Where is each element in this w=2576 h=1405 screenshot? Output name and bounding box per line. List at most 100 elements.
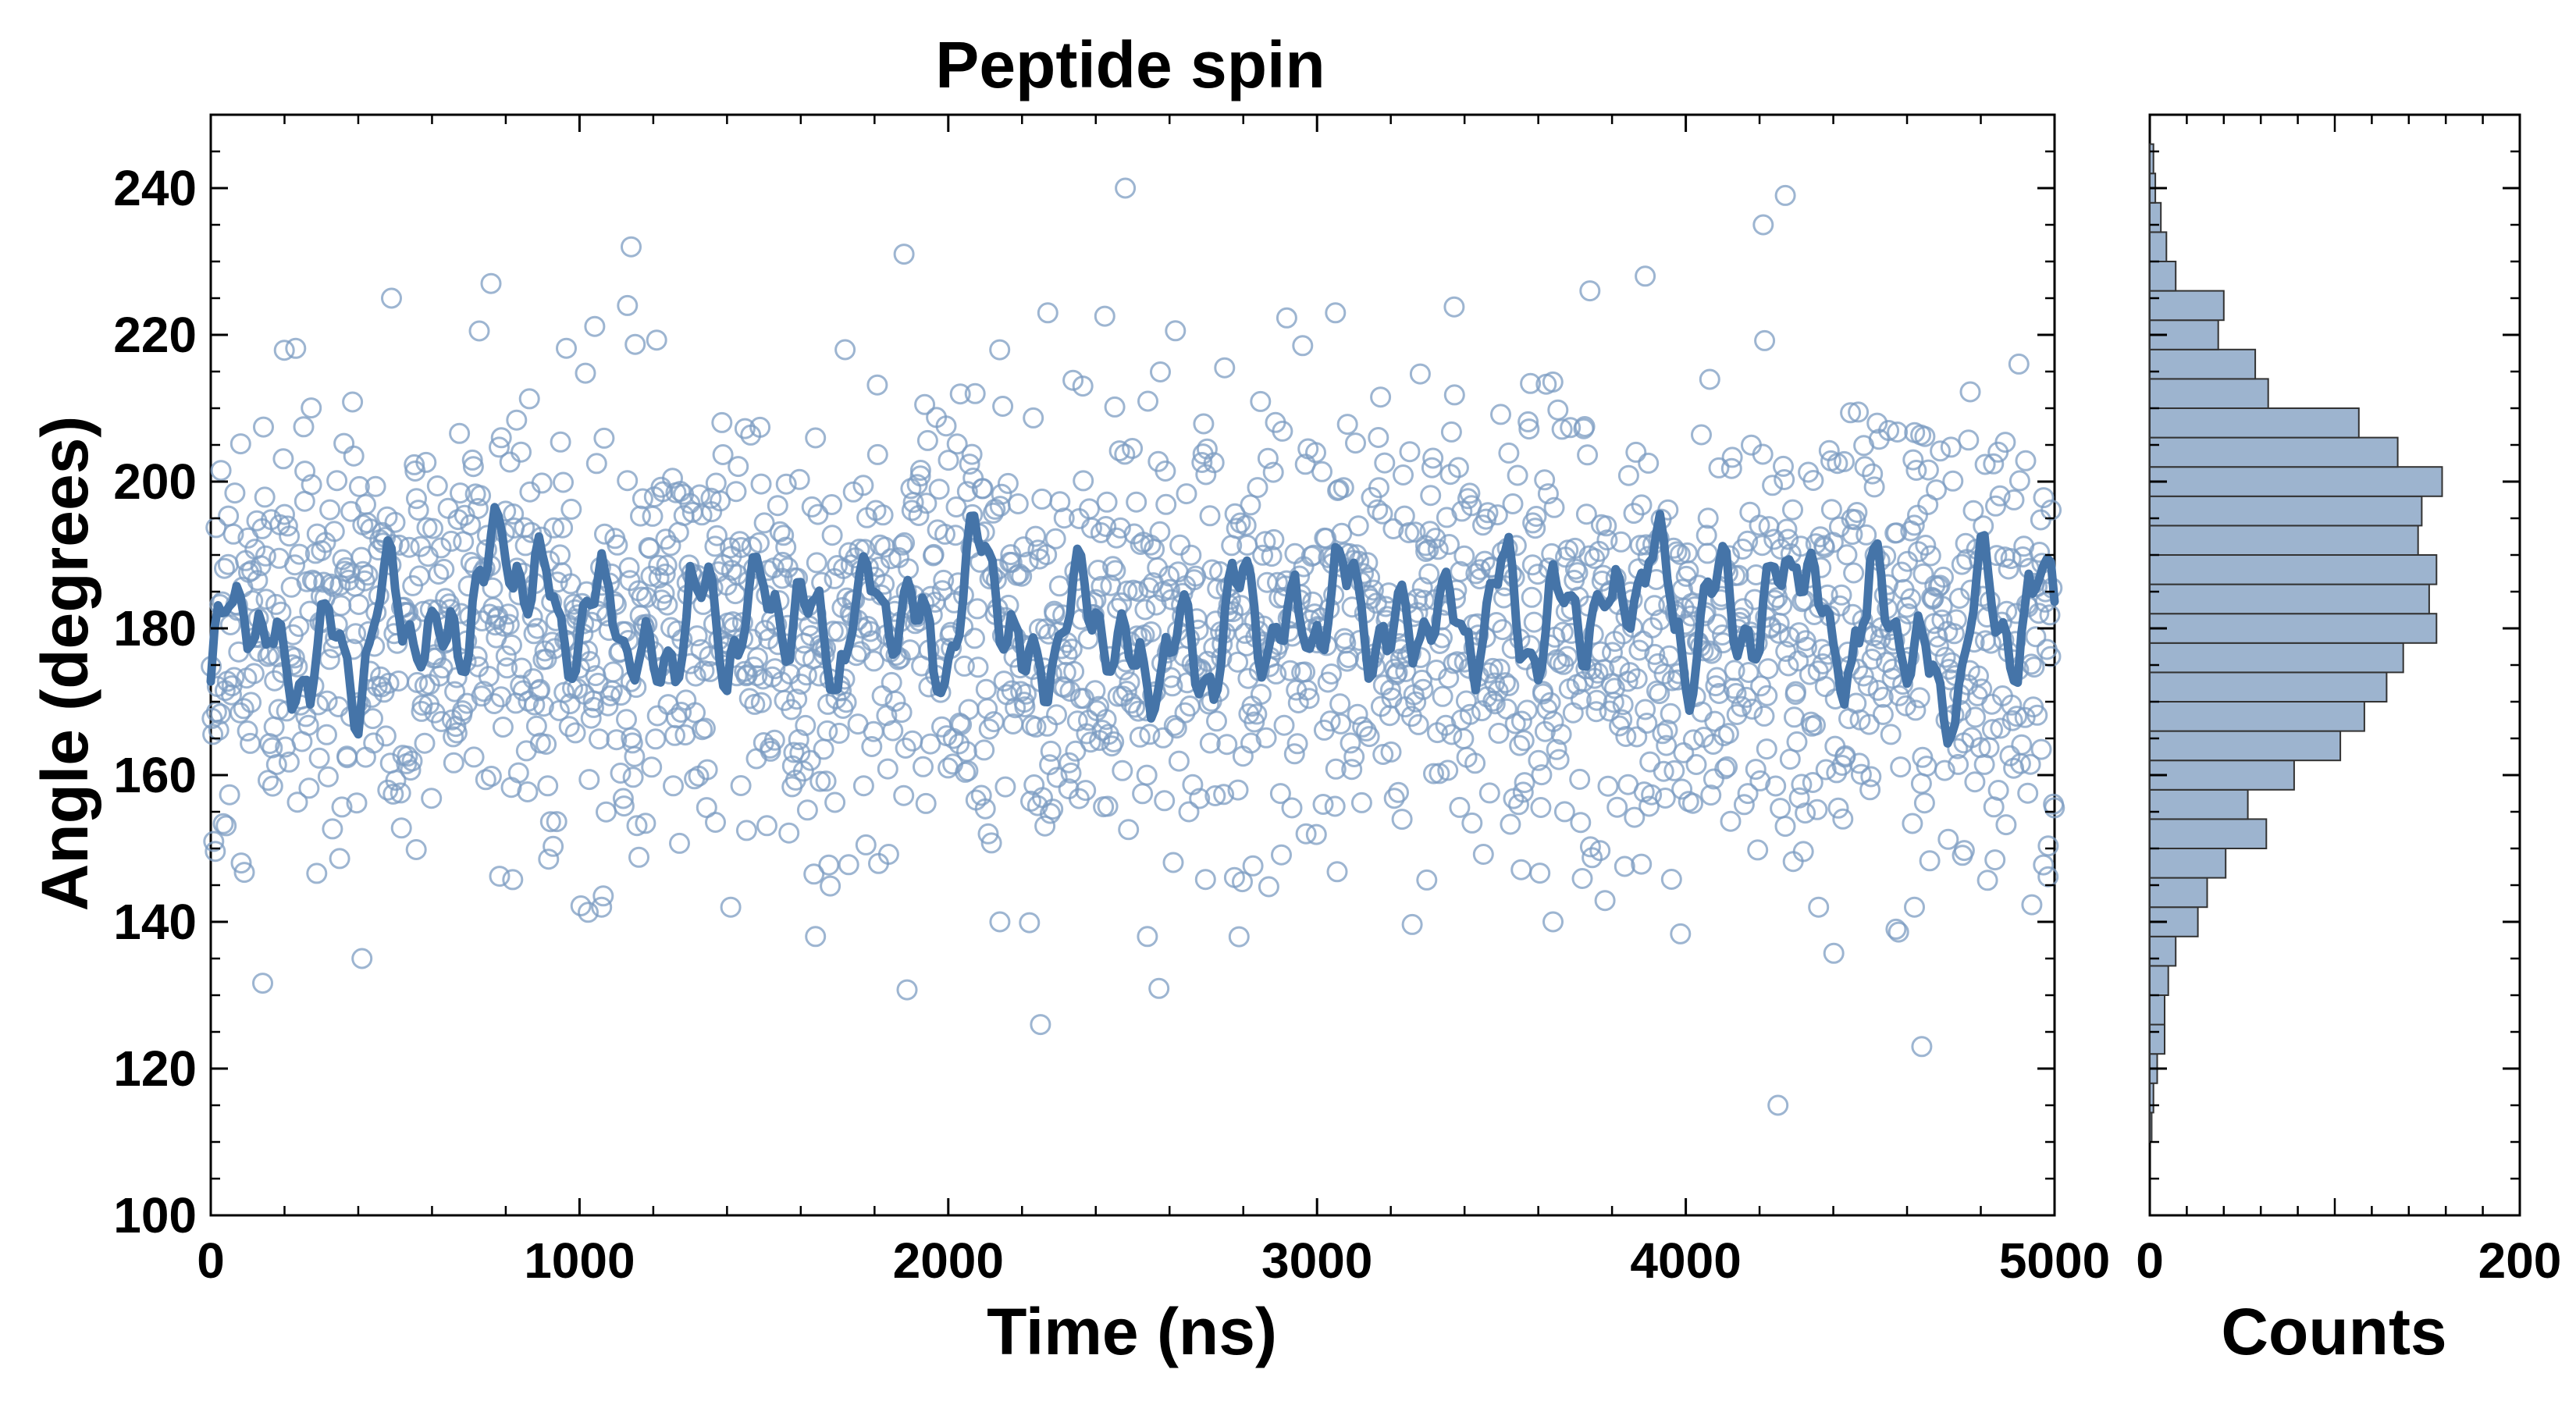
scatter-point — [1695, 525, 1717, 546]
scatter-point — [1574, 416, 1596, 437]
scatter-point — [342, 391, 364, 413]
scatter-point — [973, 739, 995, 761]
scatter-point — [1419, 521, 1441, 542]
scatter-point — [537, 775, 559, 797]
scatter-point — [490, 427, 512, 449]
scatter-point — [626, 815, 648, 837]
y-tick-label: 220 — [113, 307, 197, 363]
scatter-point — [1084, 680, 1106, 702]
scatter-point — [1725, 683, 1747, 704]
scatter-point — [1720, 457, 1742, 479]
scatter-point — [1213, 784, 1235, 806]
scatter-point — [1596, 515, 1617, 537]
scatter-point — [1615, 726, 1637, 747]
scatter-point — [630, 505, 651, 527]
scatter-point — [1802, 772, 1823, 793]
scatter-point — [1768, 622, 1790, 644]
scatter-outlier-point — [805, 926, 827, 948]
scatter-point — [2021, 894, 2043, 916]
scatter-point — [1326, 861, 1348, 883]
scatter-outlier-point — [1115, 177, 1137, 199]
scatter-point — [928, 478, 950, 500]
scatter-point — [1927, 576, 1949, 598]
scatter-point — [1749, 514, 1770, 536]
scatter-point — [219, 614, 241, 635]
scatter-point — [2015, 450, 2037, 471]
scatter-point — [696, 759, 718, 781]
scatter-point — [618, 557, 640, 578]
scatter-point — [1641, 784, 1663, 806]
scatter-point — [967, 656, 989, 678]
scatter-point — [475, 769, 496, 791]
scatter-point — [906, 474, 928, 496]
scatter-point — [1931, 609, 1953, 631]
scatter-point — [2008, 470, 2030, 492]
scatter-point — [961, 443, 983, 465]
scatter-point — [1644, 643, 1666, 665]
scatter-point — [564, 722, 586, 744]
scatter-point — [1749, 770, 1771, 791]
scatter-point — [663, 775, 684, 797]
scatter-point — [916, 493, 938, 514]
scatter-point — [247, 570, 269, 592]
scatter-point — [1947, 738, 1969, 759]
scatter-point — [1025, 525, 1047, 547]
scatter-point — [1907, 541, 1929, 563]
scatter-point — [966, 598, 988, 620]
scatter-point — [1374, 452, 1396, 474]
scatter-point — [1464, 752, 1486, 774]
scatter-point — [1914, 425, 1936, 447]
scatter-point — [400, 759, 422, 781]
scatter-point — [1843, 562, 1865, 584]
scatter-point — [1097, 795, 1119, 817]
scatter-point — [333, 432, 355, 454]
scatter-point — [1777, 655, 1799, 677]
scatter-point — [1856, 524, 1877, 546]
scatter-point — [1368, 477, 1389, 499]
scatter-point — [1964, 771, 1986, 793]
scatter-point — [404, 454, 425, 475]
scatter-point — [1596, 529, 1618, 551]
scatter-point — [362, 708, 383, 730]
scatter-point — [1492, 619, 1514, 641]
scatter-point — [1232, 871, 1253, 893]
histogram-bar — [2149, 613, 2438, 644]
scatter-outlier-point — [989, 911, 1011, 933]
scatter-point — [503, 503, 525, 525]
scatter-point — [560, 498, 582, 520]
scatter-point — [1965, 706, 1986, 728]
scatter-point — [1971, 678, 1993, 700]
scatter-point — [584, 315, 606, 337]
scatter-point — [1754, 329, 1776, 351]
scatter-point — [1995, 814, 2017, 836]
scatter-point — [1685, 754, 1707, 775]
scatter-point — [1273, 714, 1295, 736]
scatter-point — [1443, 296, 1465, 318]
scatter-point — [1626, 668, 1648, 690]
scatter-point — [1656, 735, 1678, 756]
histogram-x-axis-label: Counts — [2221, 1295, 2446, 1368]
scatter-point — [1159, 578, 1180, 600]
scatter-outlier-point — [621, 236, 642, 258]
scatter-point — [1182, 774, 1204, 795]
scatter-point — [1782, 499, 1803, 521]
scatter-point — [1757, 658, 1779, 680]
scatter-point — [1866, 412, 1888, 434]
scatter-point — [1795, 630, 1816, 652]
scatter-point — [1240, 732, 1261, 754]
histogram-bar — [2149, 348, 2257, 380]
scatter-point — [1036, 544, 1058, 566]
scatter-outlier-point — [1904, 896, 1925, 918]
scatter-point — [1852, 665, 1874, 687]
scatter-point — [866, 374, 888, 396]
scatter-point — [1399, 441, 1421, 463]
scatter-point — [316, 690, 338, 712]
scatter-point — [1341, 759, 1363, 781]
scatter-point — [497, 603, 519, 625]
scatter-point — [1329, 693, 1351, 715]
scatter-point — [909, 465, 931, 487]
scatter-point — [1312, 794, 1334, 815]
scatter-point — [642, 505, 664, 527]
scatter-point — [1297, 679, 1318, 701]
scatter-point — [1617, 670, 1638, 692]
